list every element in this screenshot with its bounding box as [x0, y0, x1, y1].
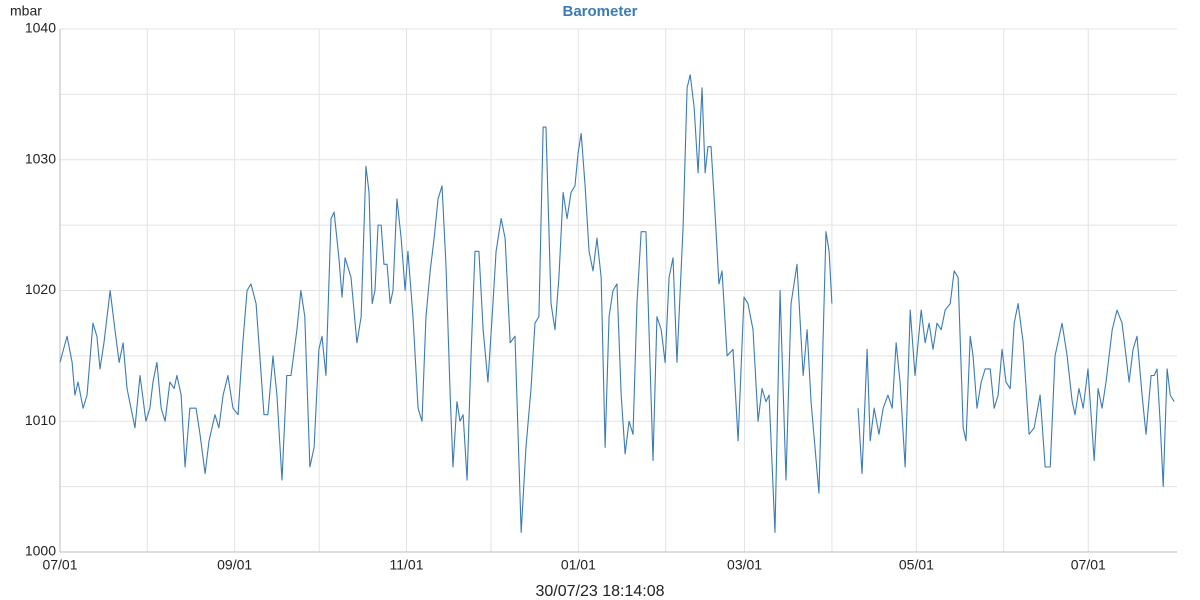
timestamp: 30/07/23 18:14:08 — [535, 583, 664, 600]
y-tick-label: 1020 — [25, 281, 56, 297]
y-tick-label: 1010 — [25, 412, 56, 428]
x-tick-label: 07/01 — [42, 557, 77, 573]
y-tick-label: 1000 — [25, 543, 56, 559]
y-tick-label: 1030 — [25, 150, 56, 166]
y-axis-label: mbar — [10, 3, 42, 19]
x-tick-label: 09/01 — [217, 557, 252, 573]
data-line — [59, 74, 1175, 533]
x-tick-label: 07/01 — [1071, 557, 1106, 573]
x-tick-label: 01/01 — [561, 557, 596, 573]
chart-title: Barometer — [562, 3, 637, 20]
x-tick-label: 05/01 — [899, 557, 934, 573]
x-tick-label: 11/01 — [390, 557, 424, 573]
y-tick-label: 1040 — [25, 20, 56, 36]
x-tick-label: 03/01 — [727, 557, 762, 573]
